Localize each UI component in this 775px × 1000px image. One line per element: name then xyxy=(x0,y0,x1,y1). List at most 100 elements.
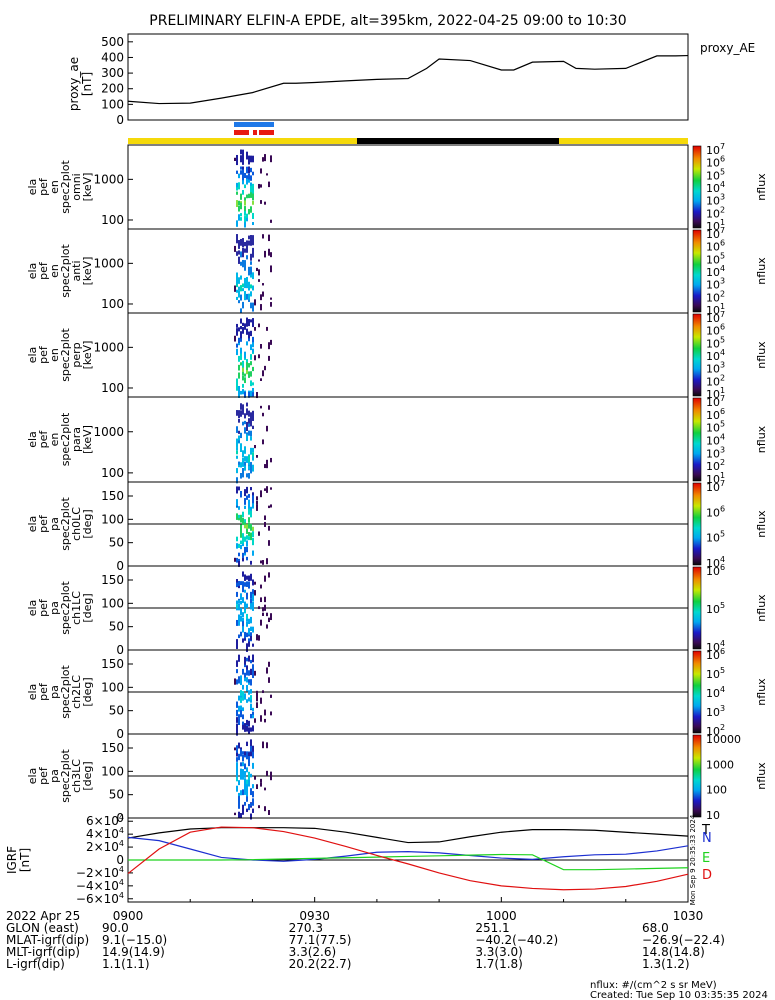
heatmap-cell xyxy=(270,457,272,463)
heatmap-cell xyxy=(236,200,238,208)
heatmap-cell xyxy=(252,158,254,163)
heatmap-cell xyxy=(250,560,252,565)
colorbar-tick-label: 100 xyxy=(706,784,727,797)
heatmap-cell xyxy=(248,268,250,276)
igrf-legend-D: D xyxy=(702,868,712,883)
ae-ytick-label: 300 xyxy=(101,66,124,80)
heatmap-cell xyxy=(252,626,254,633)
igrf-panel: −6×104−4×104−2×10402×1044×1046×104IGRF[n… xyxy=(5,813,712,906)
heatmap-cell xyxy=(244,723,246,728)
en_omni-colorbar-label: nflux xyxy=(755,173,768,201)
heatmap-cell xyxy=(238,183,240,188)
heatmap-cell xyxy=(250,175,252,181)
heatmap-cell xyxy=(248,178,250,183)
heatmap-cell xyxy=(252,318,254,325)
heatmap-cell xyxy=(266,558,268,565)
heatmap-cell xyxy=(236,155,238,162)
en_perp-frame xyxy=(127,312,689,398)
heatmap-cell xyxy=(266,326,268,331)
heatmap-cell xyxy=(242,721,244,726)
heatmap-cell xyxy=(268,677,270,683)
heatmap-cell xyxy=(256,690,258,696)
heatmap-cell xyxy=(262,439,264,445)
heatmap-cell xyxy=(238,411,240,417)
heatmap-cell xyxy=(242,552,244,558)
heatmap-cell xyxy=(250,603,252,610)
ylabel-line: [deg] xyxy=(81,677,94,706)
colorbar-tick-exp: 3 xyxy=(720,193,725,202)
heatmap-cell xyxy=(248,638,250,644)
heatmap-cell xyxy=(244,659,246,665)
ytick-label: 50 xyxy=(109,536,124,550)
heatmap-cell xyxy=(238,438,240,443)
heatmap-cell xyxy=(252,183,254,188)
ylabel-line: spec2plot xyxy=(59,244,72,298)
heatmap-cell xyxy=(246,723,248,728)
igrf-ytick-label: 6×104 xyxy=(86,813,124,828)
pa_ch1-ylabel: elapefpaspec2plotch1LC[deg] xyxy=(26,581,94,635)
heatmap-cell xyxy=(262,612,264,616)
ylabel-line: omni xyxy=(70,173,83,200)
heatmap-cell xyxy=(250,380,252,387)
ytick-label: 50 xyxy=(109,620,124,634)
heatmap-cell xyxy=(248,319,250,323)
heatmap-cell xyxy=(238,792,240,798)
heatmap-cell xyxy=(242,259,244,266)
heatmap-cell xyxy=(250,190,252,194)
heatmap-cell xyxy=(270,711,272,716)
heatmap-cell xyxy=(262,370,264,377)
heatmap-cell xyxy=(248,423,250,427)
igrf-series-N xyxy=(127,836,689,862)
heatmap-cell xyxy=(250,598,252,604)
ylabel-line: perp xyxy=(70,342,83,367)
heatmap-cell xyxy=(264,806,266,812)
day-band xyxy=(559,138,688,144)
en_para-ylabel: elapefenspec2plotpara[keV] xyxy=(26,412,94,466)
heatmap-cell xyxy=(240,347,242,355)
heatmap-cell xyxy=(244,536,246,542)
heatmap-cell xyxy=(246,247,248,252)
heatmap-cell xyxy=(260,584,262,589)
heatmap-cell xyxy=(246,194,248,199)
heatmap-cell xyxy=(244,787,246,795)
heatmap-cell xyxy=(244,265,246,271)
heatmap-cell xyxy=(238,676,240,683)
heatmap-cell xyxy=(236,343,238,348)
heatmap-cell xyxy=(250,695,252,700)
heatmap-cell xyxy=(250,192,252,198)
heatmap-cell xyxy=(236,221,238,227)
heatmap-cell xyxy=(248,363,250,368)
heatmap-cell xyxy=(252,601,254,606)
ylabel-line: en xyxy=(48,433,61,447)
heatmap-cell xyxy=(264,718,266,723)
heatmap-cell xyxy=(242,155,244,160)
heatmap-cell xyxy=(236,410,238,415)
science-zone-gap xyxy=(257,130,259,135)
heatmap-cell xyxy=(250,354,252,360)
heatmap-cell xyxy=(252,656,254,663)
night-band xyxy=(357,138,559,144)
heatmap-cell xyxy=(236,385,238,391)
heatmap-cell xyxy=(242,707,244,712)
heatmap-cell xyxy=(244,200,246,206)
ylabel-line: [keV] xyxy=(81,341,94,370)
ae-ytick-label: 100 xyxy=(101,97,124,111)
heatmap-cell xyxy=(240,675,242,682)
heatmap-cell xyxy=(246,402,248,407)
heatmap-cell xyxy=(268,248,270,256)
heatmap-cell xyxy=(270,265,272,273)
heatmap-cell xyxy=(238,372,240,379)
heatmap-cell xyxy=(236,455,238,459)
heatmap-cell xyxy=(262,690,264,694)
heatmap-cell xyxy=(242,789,244,796)
heatmap-cell xyxy=(236,160,238,166)
heatmap-cell xyxy=(242,612,244,618)
heatmap-cell xyxy=(240,517,242,523)
heatmap-cell xyxy=(264,365,266,371)
en_omni-frame xyxy=(127,144,689,230)
heatmap-cell xyxy=(252,336,254,344)
ytick-label: 150 xyxy=(101,573,124,587)
heatmap-cell xyxy=(242,519,244,526)
heatmap-cell xyxy=(248,459,250,466)
heatmap-cell xyxy=(246,808,248,812)
